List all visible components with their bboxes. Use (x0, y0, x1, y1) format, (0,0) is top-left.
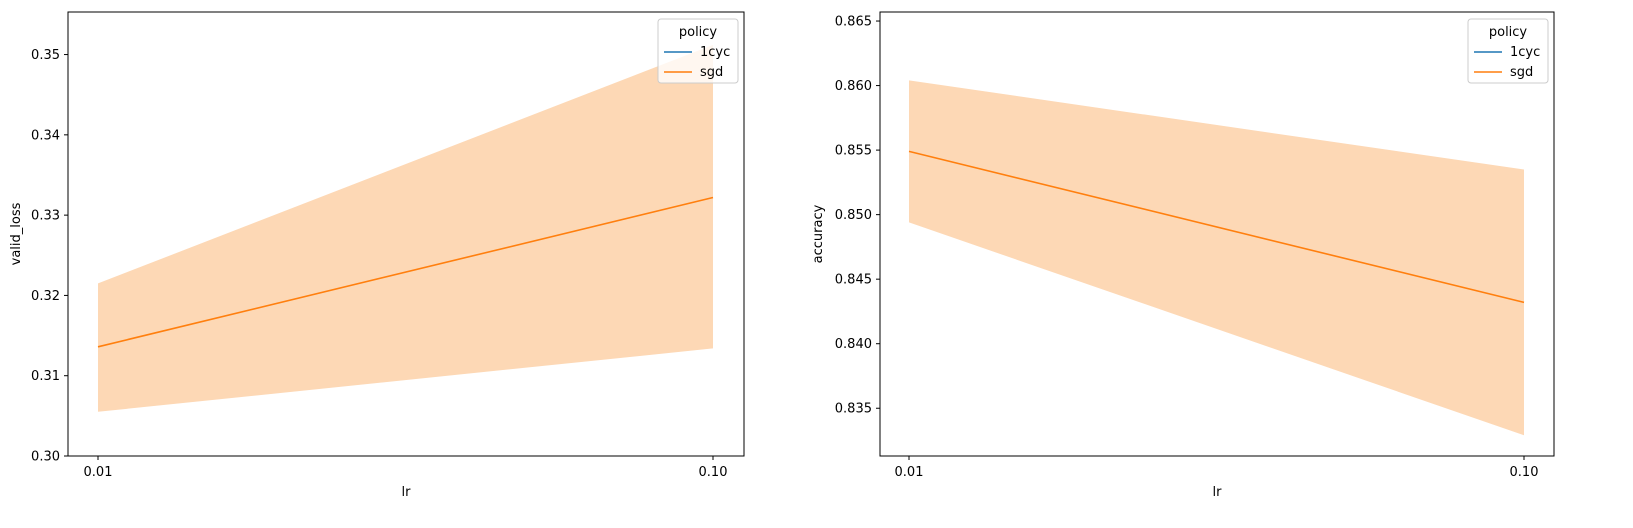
legend-entry-sgd: sgd (700, 65, 723, 80)
legend-box (1467, 18, 1549, 84)
legend-title: policy (1489, 25, 1528, 40)
legend-entry-sgd: sgd (1510, 65, 1533, 80)
series-line-sgd (97, 196, 714, 348)
y-tick-label: 0.860 (835, 79, 872, 94)
legend: policy 1cyc sgd (657, 18, 739, 84)
series-line-sgd (908, 150, 1525, 304)
y-tick-label: 0.32 (31, 289, 60, 304)
y-tick-label: 0.34 (31, 128, 60, 143)
legend-entry-1cyc: 1cyc (700, 45, 730, 60)
y-tick-label: 0.850 (835, 208, 872, 223)
ci-band-sgd (909, 80, 1524, 436)
chart-panel-valid-loss: 0.30 0.31 0.32 0.33 0.34 0.35 0.01 0.10 lr valid_… (9, 11, 745, 500)
x-tick-label: 0.10 (1510, 465, 1539, 480)
y-axis-label: accuracy (811, 204, 826, 263)
legend-box (657, 18, 739, 84)
y-tick-label: 0.840 (835, 337, 872, 352)
y-tick-label: 0.835 (835, 402, 872, 417)
legend-entry-1cyc: 1cyc (1510, 45, 1540, 60)
y-tick-label: 0.855 (835, 144, 872, 159)
x-axis-label: lr (402, 485, 412, 500)
ci-band-sgd (98, 44, 713, 412)
x-axis-label: lr (1213, 485, 1223, 500)
legend-title: policy (679, 25, 718, 40)
x-tick-label: 0.10 (699, 465, 728, 480)
x-tick-label: 0.01 (895, 465, 924, 480)
y-tick-label: 0.865 (835, 15, 872, 30)
y-tick-label: 0.33 (31, 209, 60, 224)
x-tick-label: 0.01 (84, 465, 113, 480)
y-tick-label: 0.31 (31, 369, 60, 384)
legend: policy 1cyc sgd (1467, 18, 1549, 84)
plot-frame (879, 11, 1555, 457)
plot-frame (67, 11, 745, 457)
y-tick-label: 0.30 (31, 450, 60, 465)
y-tick-label: 0.845 (835, 273, 872, 288)
chart-panel-accuracy: 0.835 0.840 0.845 0.850 0.855 0.860 0.865 0.01 0… (811, 11, 1555, 500)
y-axis-label: valid_loss (9, 202, 24, 265)
y-tick-label: 0.35 (31, 48, 60, 63)
